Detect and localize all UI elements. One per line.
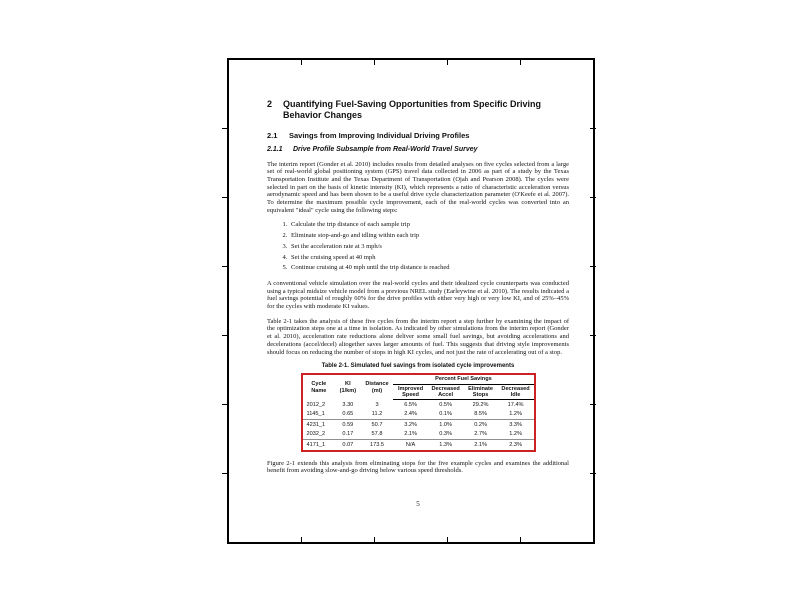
table-cell: 4231_1 bbox=[306, 421, 326, 428]
table-cell: 29.2% bbox=[472, 401, 489, 408]
table-cell: 0.65 bbox=[335, 409, 361, 421]
table-cell: 0.59 bbox=[342, 421, 354, 428]
table-row: 4231_1 0.59 50.7 3.2% 1.0% 0.2% 3.3% bbox=[302, 420, 535, 430]
page-number: 5 bbox=[416, 500, 420, 508]
document-page: 2 Quantifying Fuel-Saving Opportunities … bbox=[222, 58, 596, 544]
subsection-number: 2.1 bbox=[267, 131, 278, 140]
table-cell: 3.2% bbox=[404, 421, 417, 428]
paragraph-figure-reference: Figure 2-1 extends this analysis from el… bbox=[267, 459, 569, 475]
subsubsection-number: 2.1.1 bbox=[267, 146, 283, 153]
table-row: 2032_2 0.17 57.8 2.1% 0.3% 2.7% 1.2% bbox=[301, 429, 535, 441]
table-cell: 2.4% bbox=[393, 409, 428, 421]
subsection-heading: 2.1 Savings from Improving Individual Dr… bbox=[267, 131, 569, 140]
table-cell: 1.3% bbox=[439, 441, 452, 448]
table-cell: 0.17 bbox=[335, 429, 361, 441]
subsubsection-title: Drive Profile Subsample from Real-World … bbox=[293, 146, 478, 153]
table-subheader-row: Improved Speed Decreased Accel Eliminate… bbox=[302, 384, 535, 401]
table-cell: 1.2% bbox=[497, 409, 535, 421]
table-cell: 6.5% bbox=[404, 401, 417, 408]
section-number: 2 bbox=[267, 99, 273, 109]
col-header-ki: KI (1/km) bbox=[339, 381, 357, 394]
table-cell: 2032_2 bbox=[301, 429, 336, 441]
list-item: Calculate the trip distance of each samp… bbox=[289, 221, 569, 229]
table-cell: 2012_2 bbox=[306, 401, 326, 408]
subsubsection-heading: 2.1.1 Drive Profile Subsample from Real-… bbox=[267, 146, 569, 155]
table-cell: 17.4% bbox=[507, 401, 524, 408]
table-row: 2012_2 3.30 3 6.5% 0.5% 29.2% 17.4% bbox=[302, 400, 535, 410]
table-cell: 173.5 bbox=[370, 441, 384, 448]
table-cell: 4171_1 bbox=[306, 441, 326, 448]
ruler-ticks-bottom bbox=[229, 537, 593, 542]
col-header-decreased-idle: Decreased Idle bbox=[497, 384, 535, 401]
table-cell: 50.7 bbox=[371, 421, 383, 428]
table-cell: 0.07 bbox=[342, 441, 354, 448]
table-cell: 11.2 bbox=[360, 409, 394, 421]
ruler-ticks-top bbox=[229, 60, 593, 65]
list-item: Set the cruising speed at 40 mph bbox=[289, 254, 569, 262]
table-cell: 0.3% bbox=[427, 429, 464, 441]
page-content: 2 Quantifying Fuel-Saving Opportunities … bbox=[267, 99, 569, 534]
table-cell: 0.1% bbox=[427, 409, 464, 421]
table-header-row: Cycle Name KI (1/km) Distance (mi) Perce… bbox=[302, 374, 535, 394]
table-cell: 57.8 bbox=[360, 429, 394, 441]
col-header-decreased-accel: Decreased Accel bbox=[427, 384, 464, 401]
table-caption: Table 2-1. Simulated fuel savings from i… bbox=[321, 363, 515, 370]
section-title: Quantifying Fuel-Saving Opportunities fr… bbox=[283, 99, 542, 120]
subsection-title: Savings from Improving Individual Drivin… bbox=[289, 131, 470, 140]
table-cell: 3.3% bbox=[509, 421, 522, 428]
table-row: 4171_1 0.07 173.5 N/A 1.3% 2.1% 2.3% bbox=[302, 440, 535, 451]
col-header-group-percent-fuel-savings: Percent Fuel Savings bbox=[393, 374, 535, 385]
table-cell: 3 bbox=[375, 401, 379, 408]
table-cell: 1.0% bbox=[439, 421, 452, 428]
ruler-ticks-left bbox=[222, 60, 228, 542]
table-cell: 1145_1 bbox=[301, 409, 336, 421]
fuel-savings-table: Cycle Name KI (1/km) Distance (mi) Perce… bbox=[300, 373, 536, 452]
col-header-eliminate-stops: Eliminate Stops bbox=[463, 384, 498, 401]
table-cell: 0.2% bbox=[474, 421, 487, 428]
ruler-ticks-right bbox=[590, 60, 596, 542]
section-heading: 2 Quantifying Fuel-Saving Opportunities … bbox=[267, 99, 569, 121]
table-cell: 2.1% bbox=[474, 441, 487, 448]
paragraph-intro: The interim report (Gonder et al. 2010) … bbox=[267, 160, 569, 214]
list-item: Continue cruising at 40 mph until the tr… bbox=[289, 264, 569, 272]
col-header-improved-speed: Improved Speed bbox=[393, 384, 428, 401]
table-cell: 2.7% bbox=[463, 429, 498, 441]
table-row: 1145_1 0.65 11.2 2.4% 0.1% 8.5% 1.2% bbox=[301, 409, 535, 421]
table-cell: 8.5% bbox=[463, 409, 498, 421]
table-cell: 1.2% bbox=[497, 429, 535, 441]
paragraph-simulation-results: A conventional vehicle simulation over t… bbox=[267, 279, 569, 311]
table-cell: 2.1% bbox=[393, 429, 428, 441]
table-cell: 0.5% bbox=[439, 401, 452, 408]
paragraph-table-discussion: Table 2-1 takes the analysis of these fi… bbox=[267, 317, 569, 356]
col-header-distance: Distance (mi) bbox=[365, 381, 389, 394]
table-cell: N/A bbox=[405, 441, 416, 448]
list-item: Set the acceleration rate at 3 mph/s bbox=[289, 243, 569, 251]
col-header-cycle-name: Cycle Name bbox=[311, 381, 327, 394]
list-item: Eliminate stop-and-go and idling within … bbox=[289, 232, 569, 240]
table-cell: 2.3% bbox=[509, 441, 522, 448]
ideal-cycle-steps-list: Calculate the trip distance of each samp… bbox=[267, 221, 569, 272]
table-cell: 3.30 bbox=[342, 401, 354, 408]
